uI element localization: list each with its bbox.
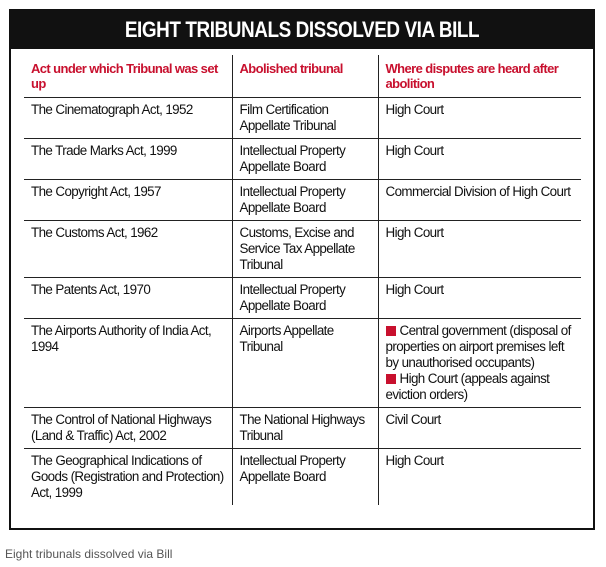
infographic-frame: EIGHT TRIBUNALS DISSOLVED VIA BILL Act u… — [9, 9, 595, 530]
where-text: Central government (disposal of properti… — [385, 323, 572, 370]
table-row: The Customs Act, 1962 Customs, Excise and… — [24, 220, 581, 278]
title-bar: EIGHT TRIBUNALS DISSOLVED VIA BILL — [11, 11, 593, 49]
red-square-bullet-icon — [385, 374, 396, 384]
where-text: High Court — [385, 225, 445, 240]
table-row: The Cinematograph Act, 1952 Film Certific… — [24, 97, 581, 139]
where-text: High Court — [385, 143, 445, 158]
cell-tribunal: Customs, Excise and Service Tax Appellat… — [231, 220, 378, 278]
cell-act: The Airports Authority of India Act, 199… — [24, 318, 232, 408]
table-row: The Airports Authority of India Act, 199… — [24, 318, 581, 408]
where-item: High Court — [386, 225, 576, 241]
table-row: The Trade Marks Act, 1999 Intellectual Pr… — [24, 138, 581, 180]
red-square-bullet-icon — [385, 326, 396, 336]
cell-where: Civil Court — [377, 407, 581, 449]
where-item: Central government (disposal of properti… — [385, 323, 576, 371]
where-item: Civil Court — [386, 412, 576, 428]
header-act: Act under which Tribunal was set up — [24, 55, 232, 98]
table-row: The Copyright Act, 1957 Intellectual Prop… — [24, 179, 581, 221]
cell-act: The Cinematograph Act, 1952 — [24, 97, 232, 139]
table-row: The Patents Act, 1970 Intellectual Proper… — [24, 277, 581, 319]
cell-where: High Court — [377, 138, 581, 180]
header-tribunal: Abolished tribunal — [231, 55, 378, 98]
where-text: Civil Court — [385, 412, 442, 427]
table-row: The Control of National Highways (Land &… — [24, 407, 581, 449]
cell-tribunal: Intellectual Property Appellate Board — [231, 277, 378, 319]
image-caption: Eight tribunals dissolved via Bill — [5, 547, 173, 561]
where-text: High Court — [385, 102, 445, 117]
table-body: The Cinematograph Act, 1952 Film Certific… — [24, 97, 581, 505]
cell-act: The Patents Act, 1970 — [24, 277, 232, 319]
where-text: High Court — [385, 453, 445, 468]
cell-act: The Geographical Indications of Goods (R… — [31, 453, 224, 500]
header-where: Where disputes are heard after abolition — [377, 55, 581, 98]
cell-tribunal: The National Highways Tribunal — [231, 407, 378, 449]
where-item: High Court — [386, 143, 576, 159]
cell-where: Central government (disposal of properti… — [377, 318, 581, 408]
cell-tribunal: Intellectual Property Appellate Board — [231, 448, 378, 505]
where-item: High Court — [386, 102, 576, 118]
cell-act: The Customs Act, 1962 — [24, 220, 232, 278]
cell-where: High Court — [377, 277, 581, 319]
where-item: High Court (appeals against eviction ord… — [385, 371, 576, 403]
cell-act: The Trade Marks Act, 1999 — [24, 138, 232, 180]
where-item: High Court — [386, 453, 576, 469]
table-header-row: Act under which Tribunal was set up Abol… — [24, 55, 581, 98]
cell-act: The Control of National Highways (Land &… — [24, 407, 232, 449]
where-item: High Court — [386, 282, 576, 298]
cell-where: High Court — [377, 97, 581, 139]
table-row: The Geographical Indications of Goods (R… — [24, 448, 581, 505]
where-text: High Court (appeals against eviction ord… — [385, 371, 550, 402]
tribunals-table: Act under which Tribunal was set up Abol… — [24, 55, 581, 505]
where-text: High Court — [385, 282, 445, 297]
infographic-title: EIGHT TRIBUNALS DISSOLVED VIA BILL — [124, 17, 480, 42]
where-text: Commercial Division of High Court — [385, 184, 571, 199]
cell-where: High Court — [377, 220, 581, 278]
cell-tribunal: Airports Appellate Tribunal — [231, 318, 378, 408]
cell-act: The Copyright Act, 1957 — [24, 179, 232, 221]
where-item: Commercial Division of High Court — [386, 184, 576, 200]
cell-tribunal: Intellectual Property Appellate Board — [231, 138, 378, 180]
cell-tribunal: Film Certification Appellate Tribunal — [231, 97, 378, 139]
cell-tribunal: Intellectual Property Appellate Board — [231, 179, 378, 221]
cell-where: Commercial Division of High Court — [377, 179, 581, 221]
cell-where: High Court — [377, 448, 581, 505]
